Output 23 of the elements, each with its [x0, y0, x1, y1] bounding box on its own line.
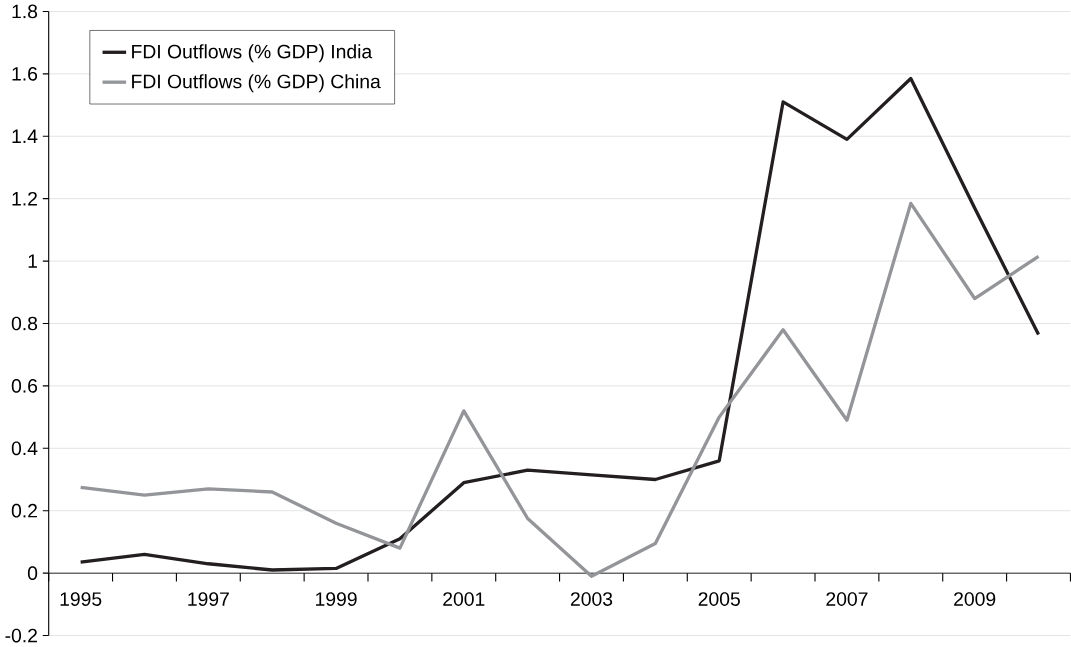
- y-tick-label: 0.4: [11, 441, 38, 456]
- y-tick-label: 1.2: [12, 191, 37, 206]
- x-tick-label: 2005: [698, 592, 740, 606]
- x-tick-label: 1999: [316, 592, 357, 606]
- y-tick-label: 0.6: [11, 379, 38, 393]
- legend-label: FDI Outflows (% GDP) China: [132, 74, 381, 93]
- line-series: [78, 201, 1041, 578]
- x-tick-label: 2001: [443, 592, 485, 606]
- x-tick-label: 2009: [954, 592, 996, 606]
- y-tick-label: 0.2: [11, 503, 37, 518]
- line-series: [78, 76, 1041, 572]
- y-tick-label: -0.2: [5, 628, 37, 643]
- x-tick-label: 2007: [826, 592, 868, 606]
- x-tick-label: 1997: [188, 592, 229, 606]
- y-tick-label: 1: [28, 254, 37, 268]
- y-tick-label: 1.4: [12, 129, 38, 143]
- y-tick-label: 0.8: [11, 316, 38, 331]
- x-tick-label: 2003: [570, 592, 613, 606]
- x-tick-label: 1995: [60, 592, 102, 606]
- y-tick-label: 1.8: [12, 4, 38, 19]
- y-tick-label: 0: [27, 566, 38, 580]
- y-tick-label: 1.6: [12, 66, 38, 81]
- legend-label: FDI Outflows (% GDP) India: [132, 44, 373, 63]
